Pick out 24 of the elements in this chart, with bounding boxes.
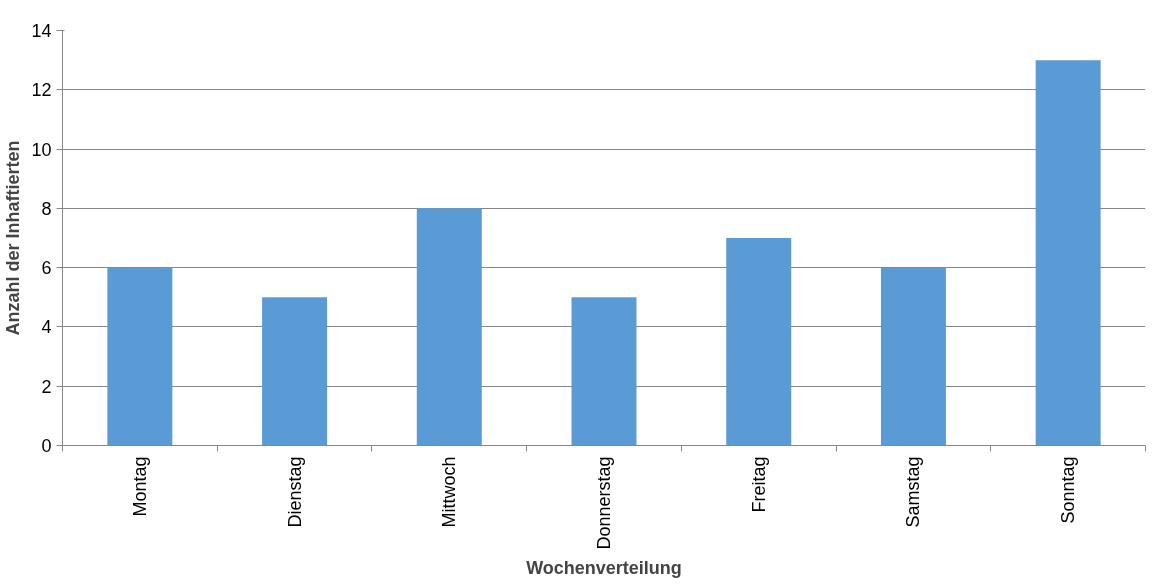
x-tick-label: Dienstag: [284, 456, 305, 528]
bar: [726, 238, 792, 446]
bar: [571, 297, 637, 446]
x-tick-label: Samstag: [903, 456, 924, 528]
x-axis-title: Wochenverteilung: [526, 557, 682, 578]
x-tick-label: Freitag: [748, 456, 769, 513]
y-tick-label: 6: [41, 258, 52, 279]
y-axis-title: Anzahl der Inhaftierten: [3, 140, 24, 336]
y-tick-label: 8: [41, 198, 52, 219]
bar: [107, 267, 173, 446]
x-tick-label: Montag: [129, 456, 150, 517]
y-tick-label: 14: [31, 21, 52, 41]
x-tick-label: Sonntag: [1058, 456, 1079, 524]
y-tick-label: 2: [41, 376, 52, 397]
bar: [416, 208, 482, 446]
bar: [1035, 60, 1101, 446]
bar: [880, 267, 946, 446]
y-tick-label: 4: [41, 317, 52, 338]
y-tick-label: 10: [31, 139, 52, 160]
x-tick-label: Donnerstag: [594, 456, 614, 550]
y-tick-label: 0: [41, 436, 52, 456]
y-tick-label: 12: [31, 80, 52, 101]
bar: [262, 297, 328, 446]
x-tick-label: Mittwoch: [439, 456, 460, 528]
